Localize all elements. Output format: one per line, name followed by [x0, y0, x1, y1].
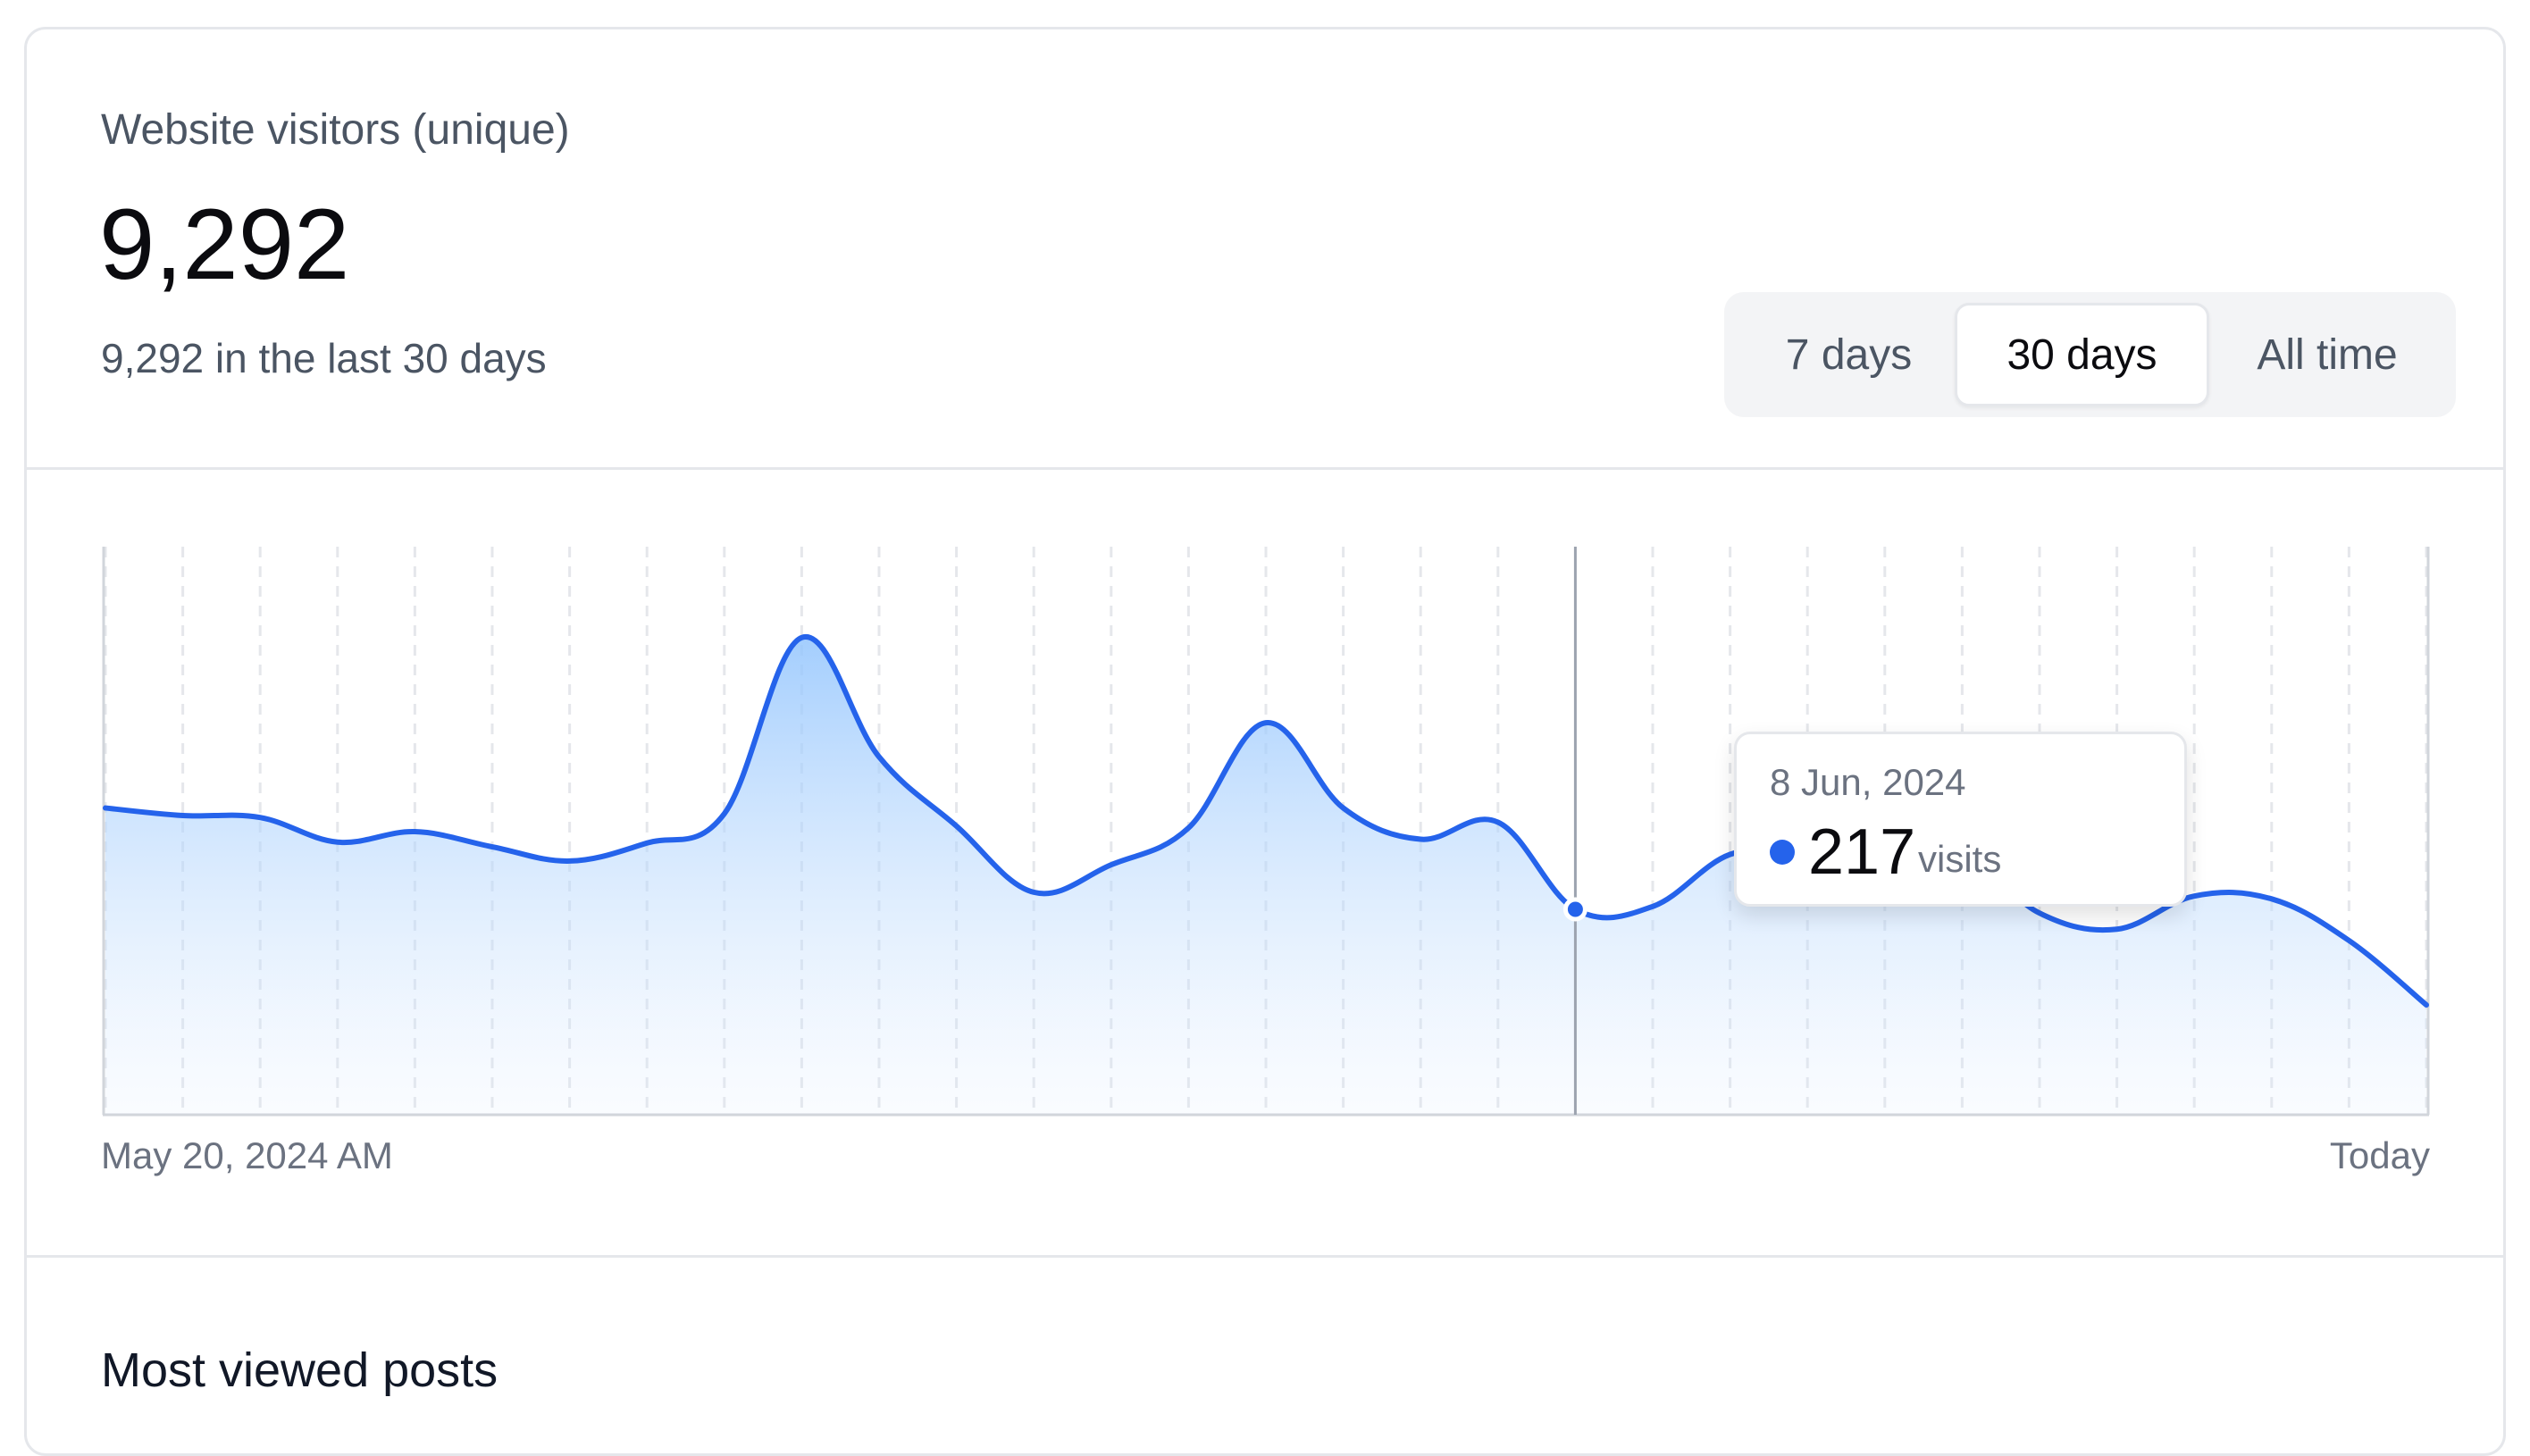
data-point[interactable] [792, 629, 810, 647]
data-point[interactable] [948, 817, 966, 835]
highlighted-data-point[interactable] [1562, 897, 1588, 922]
range-30-days-button[interactable]: 30 days [1955, 303, 2209, 406]
tooltip-value: 217 [1808, 816, 1916, 888]
data-point[interactable] [251, 808, 269, 826]
tooltip-unit: visits [1918, 838, 2002, 880]
data-point[interactable] [329, 833, 347, 851]
data-point[interactable] [1102, 856, 1120, 874]
data-point[interactable] [638, 834, 656, 852]
chart-tooltip: 8 Jun, 2024 217 visits [1734, 732, 2187, 907]
range-selector: 7 days 30 days All time [1724, 292, 2456, 417]
area-fill [105, 636, 2426, 1115]
data-point[interactable] [716, 805, 733, 823]
data-point[interactable] [1335, 799, 1353, 817]
data-point[interactable] [174, 807, 192, 824]
data-point[interactable] [2417, 996, 2435, 1014]
tooltip-date: 8 Jun, 2024 [1770, 761, 1966, 803]
data-point[interactable] [2185, 887, 2203, 905]
most-viewed-posts-heading: Most viewed posts [101, 1343, 498, 1397]
x-axis-end-label: Today [2329, 1134, 2430, 1176]
range-7-days-button[interactable]: 7 days [1785, 331, 1913, 379]
data-point[interactable] [1412, 831, 1429, 849]
data-point[interactable] [561, 852, 579, 870]
data-point[interactable] [1257, 714, 1275, 732]
visitor-count-subtitle: 9,292 in the last 30 days [101, 335, 547, 381]
x-axis-start-label: May 20, 2024 AM [101, 1134, 393, 1176]
data-point[interactable] [406, 823, 423, 841]
data-point[interactable] [1644, 898, 1662, 916]
card-title: Website visitors (unique) [101, 106, 570, 154]
series-dot-icon [1770, 840, 1795, 865]
data-point[interactable] [96, 799, 114, 817]
range-all-time-button[interactable]: All time [2257, 331, 2398, 379]
data-point[interactable] [483, 838, 501, 856]
data-point[interactable] [1179, 819, 1197, 837]
data-point[interactable] [2340, 932, 2358, 950]
data-point[interactable] [2108, 920, 2126, 938]
visitor-count: 9,292 [99, 188, 350, 300]
header-divider [24, 467, 2506, 470]
visitors-chart[interactable] [0, 0, 2530, 1411]
data-point[interactable] [2031, 904, 2048, 922]
data-point[interactable] [1489, 813, 1507, 831]
section-divider [24, 1255, 2506, 1258]
data-point[interactable] [870, 748, 888, 766]
data-point[interactable] [2263, 890, 2281, 908]
data-point[interactable] [1025, 883, 1043, 901]
